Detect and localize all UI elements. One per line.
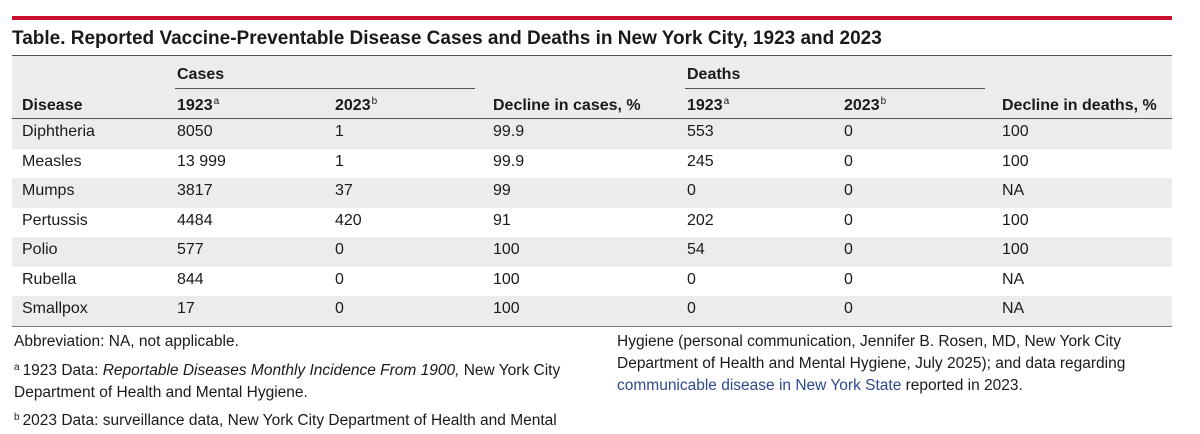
cell-deaths-2023: 0 bbox=[844, 241, 853, 258]
cell-cases-1923: 577 bbox=[177, 241, 204, 258]
cell-decline-cases: 99.9 bbox=[493, 123, 525, 140]
table-row: Pertussis 4484 420 91 202 0 100 bbox=[12, 207, 1172, 237]
cell-cases-2023: 420 bbox=[335, 211, 362, 229]
cell-deaths-1923: 553 bbox=[687, 123, 714, 140]
cell-decline-cases: 91 bbox=[493, 211, 511, 229]
cell-cases-1923: 3817 bbox=[177, 182, 213, 199]
cell-decline-deaths: NA bbox=[1002, 182, 1025, 199]
table-row: Diphtheria 8050 1 99.9 553 0 100 bbox=[12, 119, 1172, 149]
group-rule-cases bbox=[175, 88, 475, 89]
cell-disease: Pertussis bbox=[22, 211, 88, 229]
cell-decline-cases: 100 bbox=[493, 241, 520, 258]
table-row: Smallpox 17 0 100 0 0 NA bbox=[12, 296, 1172, 326]
footnote-b: b 2023 Data: surveillance data, New York … bbox=[14, 412, 557, 429]
communicable-disease-link[interactable]: communicable disease in New York State bbox=[617, 377, 902, 394]
cell-decline-deaths: 100 bbox=[1002, 211, 1029, 229]
title-rule bbox=[12, 55, 1172, 56]
header-cases-2023: 2023b bbox=[335, 96, 378, 115]
cell-deaths-2023: 0 bbox=[844, 152, 853, 170]
cell-cases-2023: 0 bbox=[335, 270, 344, 288]
cell-decline-deaths: 100 bbox=[1002, 241, 1029, 258]
cell-decline-cases: 100 bbox=[493, 270, 520, 288]
cell-decline-deaths: NA bbox=[1002, 270, 1025, 288]
cell-deaths-1923: 202 bbox=[687, 211, 714, 229]
header-rule bbox=[12, 118, 1172, 119]
header-disease: Disease bbox=[22, 97, 83, 114]
cell-disease: Smallpox bbox=[22, 300, 88, 317]
cell-deaths-1923: 0 bbox=[687, 270, 696, 288]
cell-cases-1923: 13 999 bbox=[177, 152, 226, 170]
table-title: Table. Reported Vaccine-Preventable Dise… bbox=[12, 28, 882, 49]
cell-deaths-2023: 0 bbox=[844, 123, 853, 140]
cell-cases-1923: 4484 bbox=[177, 211, 213, 229]
cell-disease: Rubella bbox=[22, 270, 77, 288]
group-header-cases: Cases bbox=[177, 66, 225, 83]
group-rule-deaths bbox=[685, 88, 985, 89]
cell-deaths-2023: 0 bbox=[844, 182, 853, 199]
header-cases-1923: 1923a bbox=[177, 96, 220, 115]
cell-cases-1923: 8050 bbox=[177, 123, 213, 140]
footnote-a: a 1923 Data: Reportable Diseases Monthly … bbox=[14, 362, 561, 401]
footnote-b-continued: Hygiene (personal communication, Jennife… bbox=[617, 333, 1126, 394]
cell-decline-cases: 99.9 bbox=[493, 152, 525, 170]
cell-decline-deaths: 100 bbox=[1002, 123, 1029, 140]
accent-rule bbox=[12, 16, 1172, 20]
cell-cases-2023: 37 bbox=[335, 182, 353, 199]
cell-deaths-2023: 0 bbox=[844, 270, 853, 288]
cell-deaths-1923: 54 bbox=[687, 241, 705, 258]
cell-decline-cases: 99 bbox=[493, 182, 511, 199]
header-decline-cases: Decline in cases, % bbox=[493, 97, 641, 114]
cell-deaths-1923: 245 bbox=[687, 152, 714, 170]
cell-decline-deaths: 100 bbox=[1002, 152, 1029, 170]
cell-disease: Diphtheria bbox=[22, 123, 95, 140]
cell-disease: Measles bbox=[22, 152, 82, 170]
cell-disease: Mumps bbox=[22, 182, 75, 199]
table-row: Polio 577 0 100 54 0 100 bbox=[12, 237, 1172, 267]
header-decline-deaths: Decline in deaths, % bbox=[1002, 97, 1157, 114]
cell-deaths-1923: 0 bbox=[687, 300, 696, 317]
footnote-abbreviation: Abbreviation: NA, not applicable. bbox=[14, 333, 239, 350]
cell-cases-2023: 0 bbox=[335, 300, 344, 317]
cell-cases-2023: 1 bbox=[335, 123, 344, 140]
table-row: Measles 13 999 1 99.9 245 0 100 bbox=[12, 148, 1172, 178]
cell-cases-2023: 0 bbox=[335, 241, 344, 258]
group-header-deaths: Deaths bbox=[687, 66, 741, 83]
cell-deaths-1923: 0 bbox=[687, 182, 696, 199]
cell-disease: Polio bbox=[22, 241, 58, 258]
header-deaths-1923: 1923a bbox=[687, 96, 730, 115]
table-row: Rubella 844 0 100 0 0 NA bbox=[12, 266, 1172, 296]
table-row: Mumps 3817 37 99 0 0 NA bbox=[12, 178, 1172, 208]
table-bottom-rule bbox=[12, 326, 1172, 327]
cell-cases-2023: 1 bbox=[335, 152, 344, 170]
cell-deaths-2023: 0 bbox=[844, 211, 853, 229]
cell-deaths-2023: 0 bbox=[844, 300, 853, 317]
cell-decline-deaths: NA bbox=[1002, 300, 1025, 317]
header-deaths-2023: 2023b bbox=[844, 96, 887, 115]
cell-decline-cases: 100 bbox=[493, 300, 520, 317]
cell-cases-1923: 17 bbox=[177, 300, 195, 317]
cell-cases-1923: 844 bbox=[177, 270, 204, 288]
